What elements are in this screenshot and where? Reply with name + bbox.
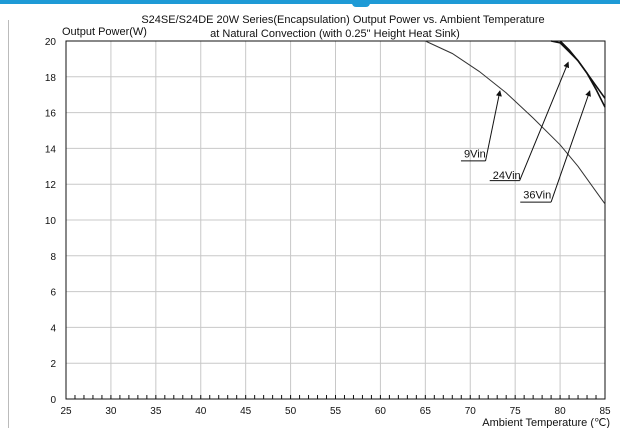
y-tick-label: 10 xyxy=(45,216,57,227)
x-tick-label: 30 xyxy=(105,406,117,417)
x-tick-label: 45 xyxy=(240,406,252,417)
y-tick-label: 4 xyxy=(50,323,56,334)
annotation-label-24vin: 24Vin xyxy=(493,170,521,182)
tick-labels: 25 30 35 40 45 50 55 60 65 70 75 80 85 0 2 4 6 8 10 12 14 16 1… xyxy=(45,37,611,417)
x-axis-label: Ambient Temperature (℃) xyxy=(482,417,610,428)
x-tick-label: 55 xyxy=(330,406,342,417)
y-tick-label: 20 xyxy=(45,37,57,48)
y-tick-label: 14 xyxy=(45,144,57,155)
x-tick-label: 50 xyxy=(285,406,297,417)
annotation-arrow-36vin xyxy=(550,90,591,203)
y-tick-label: 6 xyxy=(50,288,56,299)
y-tick-label: 8 xyxy=(50,252,56,263)
top-accent-band xyxy=(0,0,620,4)
annotation-label-9vin: 9Vin xyxy=(464,148,486,160)
y-tick-label: 2 xyxy=(50,359,56,370)
series-line-36vin xyxy=(559,40,606,108)
x-tick-label: 40 xyxy=(195,406,207,417)
x-tick-label: 85 xyxy=(599,406,611,417)
y-tick-label: 18 xyxy=(45,73,57,84)
left-border-rule xyxy=(8,20,9,428)
chart-title: S24SE/S24DE 20W Series(Encapsulation) Ou… xyxy=(141,14,544,26)
x-tick-label: 35 xyxy=(150,406,162,417)
x-tick-label: 80 xyxy=(555,406,567,417)
y-tick-label: 12 xyxy=(45,180,57,191)
series-line-9vin xyxy=(425,40,606,205)
series-lines xyxy=(425,40,606,205)
x-tick-label: 25 xyxy=(60,406,72,417)
x-minor-ticks xyxy=(65,395,606,399)
x-tick-label: 65 xyxy=(420,406,432,417)
top-accent-notch xyxy=(352,0,370,7)
y-tick-label: 0 xyxy=(50,395,56,406)
x-tick-label: 70 xyxy=(465,406,477,417)
annotation-label-36vin: 36Vin xyxy=(523,190,551,202)
y-tick-label: 16 xyxy=(45,109,57,120)
grid-lines xyxy=(65,40,606,400)
y-axis-label: Output Power(W) xyxy=(62,26,147,38)
chart-subtitle: at Natural Convection (with 0.25" Height… xyxy=(210,28,460,40)
annotation-arrow-9vin xyxy=(485,90,502,162)
x-tick-label: 60 xyxy=(375,406,387,417)
x-tick-label: 75 xyxy=(510,406,522,417)
annotation-arrow-24vin xyxy=(519,61,570,181)
